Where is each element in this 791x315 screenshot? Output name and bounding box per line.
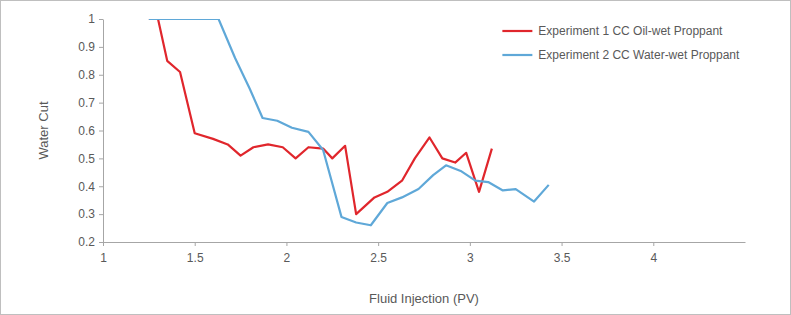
y-tick-mark	[99, 47, 103, 48]
y-tick-label: 0.9	[78, 40, 95, 54]
series-line	[149, 19, 549, 225]
y-tick-label: 0.8	[78, 68, 95, 82]
series-lines	[149, 19, 549, 225]
x-tick-mark	[195, 242, 196, 246]
legend-label: Experiment 1 CC Oil-wet Proppant	[538, 24, 723, 38]
y-tick-label: 0.4	[78, 180, 95, 194]
x-tick: 4	[650, 242, 657, 265]
y-tick: 0.3	[78, 207, 103, 221]
x-tick-label: 4	[650, 251, 657, 265]
x-tick-label: 2.5	[370, 251, 387, 265]
x-tick-mark	[286, 242, 287, 246]
x-tick: 2.5	[370, 242, 387, 265]
x-tick-label: 3	[467, 251, 474, 265]
x-axis-title: Fluid Injection (PV)	[369, 291, 479, 306]
legend-swatch	[502, 30, 532, 32]
legend-swatch	[502, 54, 532, 56]
x-tick: 2	[284, 242, 291, 265]
x-tick: 1	[100, 242, 107, 265]
y-tick: 0.8	[78, 68, 103, 82]
y-tick-mark	[99, 19, 103, 20]
y-tick-mark	[99, 158, 103, 159]
y-axis-line	[103, 20, 104, 243]
x-tick-mark	[103, 242, 104, 246]
y-tick: 0.5	[78, 152, 103, 166]
y-tick-mark	[99, 103, 103, 104]
legend: Experiment 1 CC Oil-wet Proppant Experime…	[502, 24, 740, 62]
y-tick-label: 0.3	[78, 207, 95, 221]
y-tick-mark	[99, 131, 103, 132]
y-tick: 0.9	[78, 40, 103, 54]
y-tick: 0.6	[78, 124, 103, 138]
x-tick-label: 1	[100, 251, 107, 265]
x-tick-mark	[562, 242, 563, 246]
y-tick: 0.7	[78, 96, 103, 110]
y-tick-label: 0.5	[78, 152, 95, 166]
x-tick: 3.5	[554, 242, 571, 265]
y-tick: 0.2	[78, 235, 103, 249]
x-axis: 1 1.5 2 2.5 3 3.5 4	[100, 242, 745, 265]
x-tick: 3	[467, 242, 474, 265]
x-tick-mark	[378, 242, 379, 246]
plot: 1 1.5 2 2.5 3 3.5 4 0.2 0.3 0.4 0.5 0.6 0.7 0.8 0.9 1	[78, 12, 745, 265]
x-axis-line	[104, 242, 746, 243]
y-tick-mark	[99, 75, 103, 76]
y-tick-label: 0.7	[78, 96, 95, 110]
legend-item: Experiment 2 CC Water-wet Proppant	[502, 48, 740, 62]
y-tick: 1	[88, 12, 103, 26]
y-tick-mark	[99, 186, 103, 187]
legend-label: Experiment 2 CC Water-wet Proppant	[538, 48, 740, 62]
x-tick-label: 3.5	[554, 251, 571, 265]
x-tick-label: 1.5	[187, 251, 204, 265]
y-axis-title: Water Cut	[36, 101, 51, 159]
x-tick-label: 2	[284, 251, 291, 265]
x-tick-mark	[470, 242, 471, 246]
x-tick: 1.5	[187, 242, 204, 265]
y-tick-mark	[99, 242, 103, 243]
y-axis: 0.2 0.3 0.4 0.5 0.6 0.7 0.8 0.9 1	[78, 12, 103, 249]
y-tick-label: 1	[88, 12, 95, 26]
chart-frame	[1, 1, 791, 315]
x-tick-mark	[653, 242, 654, 246]
chart: 1 1.5 2 2.5 3 3.5 4 0.2 0.3 0.4 0.5 0.6 0.7 0.8 0.9 1 Fl…	[0, 0, 791, 315]
y-tick: 0.4	[78, 180, 103, 194]
y-tick-label: 0.6	[78, 124, 95, 138]
y-tick-label: 0.2	[78, 235, 95, 249]
series-line	[149, 19, 492, 214]
legend-item: Experiment 1 CC Oil-wet Proppant	[502, 24, 723, 38]
y-tick-mark	[99, 214, 103, 215]
